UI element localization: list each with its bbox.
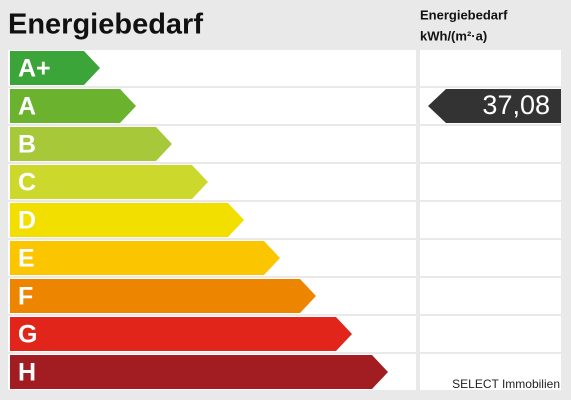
class-label: D <box>18 207 36 235</box>
class-arrow <box>10 89 136 123</box>
class-arrow <box>10 241 280 275</box>
class-label: E <box>18 245 35 273</box>
row-right <box>420 278 561 314</box>
unit-header-line1: Energiebedarf <box>420 7 508 22</box>
class-label: F <box>18 283 33 311</box>
title: Energiebedarf <box>8 9 203 41</box>
row-right <box>420 354 561 390</box>
class-label: A <box>18 93 36 121</box>
class-arrow <box>10 317 352 351</box>
row-right <box>420 126 561 162</box>
class-arrow <box>10 279 316 313</box>
class-arrow <box>10 127 172 161</box>
value-text: 37,08 <box>482 90 550 120</box>
class-arrow <box>10 51 100 85</box>
class-arrow <box>10 165 208 199</box>
watermark: SELECT Immobilien <box>452 377 560 391</box>
class-arrow <box>10 355 388 389</box>
class-arrow <box>10 203 244 237</box>
class-label: B <box>18 131 36 159</box>
row-right <box>420 164 561 200</box>
row-right <box>420 240 561 276</box>
row-right <box>420 316 561 352</box>
class-label: H <box>18 359 36 387</box>
class-label: A+ <box>18 55 51 83</box>
class-label: C <box>18 169 36 197</box>
class-label: G <box>18 321 37 349</box>
unit-header-line2: kWh/(m²·a) <box>420 28 487 43</box>
row-right <box>420 50 561 86</box>
value-marker <box>428 89 561 123</box>
row-right <box>420 202 561 238</box>
